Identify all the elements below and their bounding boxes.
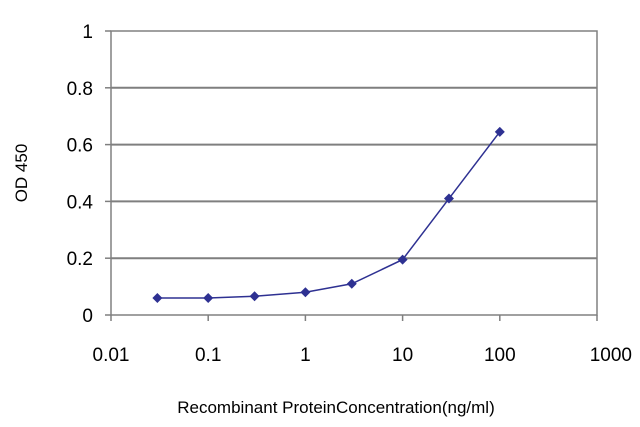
series-layer bbox=[152, 126, 505, 303]
x-tick-label-5: 1000 bbox=[590, 345, 632, 366]
x-tick-label-0: 0.01 bbox=[93, 345, 130, 366]
x-tick-label-3: 10 bbox=[392, 345, 413, 366]
data-point-0-5 bbox=[397, 254, 408, 265]
series-line-0 bbox=[157, 131, 501, 299]
x-axis-ticks: 0.01 0.1 1 10 100 1000 bbox=[93, 315, 632, 366]
y-tick-label-1: 0.2 bbox=[67, 249, 93, 270]
y-tick-label-0: 0 bbox=[82, 306, 93, 327]
y-axis-ticks: 0 0.2 0.4 0.6 0.8 1 bbox=[67, 22, 111, 327]
data-point-0-2 bbox=[249, 291, 260, 302]
x-tick-label-4: 100 bbox=[484, 345, 516, 366]
data-point-0-4 bbox=[346, 278, 357, 289]
data-point-0-6 bbox=[443, 193, 454, 204]
y-tick-label-2: 0.4 bbox=[67, 192, 94, 213]
y-axis-title: OD 450 bbox=[12, 144, 31, 203]
data-point-0-1 bbox=[203, 292, 214, 303]
data-point-0-7 bbox=[494, 126, 505, 137]
y-tick-label-5: 1 bbox=[82, 22, 93, 43]
data-point-0-0 bbox=[152, 292, 163, 303]
x-axis-title: Recombinant ProteinConcentration(ng/ml) bbox=[177, 398, 495, 417]
x-tick-label-1: 0.1 bbox=[195, 345, 221, 366]
y-tick-label-4: 0.8 bbox=[67, 79, 93, 100]
data-point-0-3 bbox=[300, 287, 311, 298]
x-tick-label-2: 1 bbox=[300, 345, 311, 366]
plot-area bbox=[110, 30, 598, 316]
y-tick-label-3: 0.6 bbox=[67, 136, 93, 157]
grid-lines bbox=[111, 86, 597, 260]
